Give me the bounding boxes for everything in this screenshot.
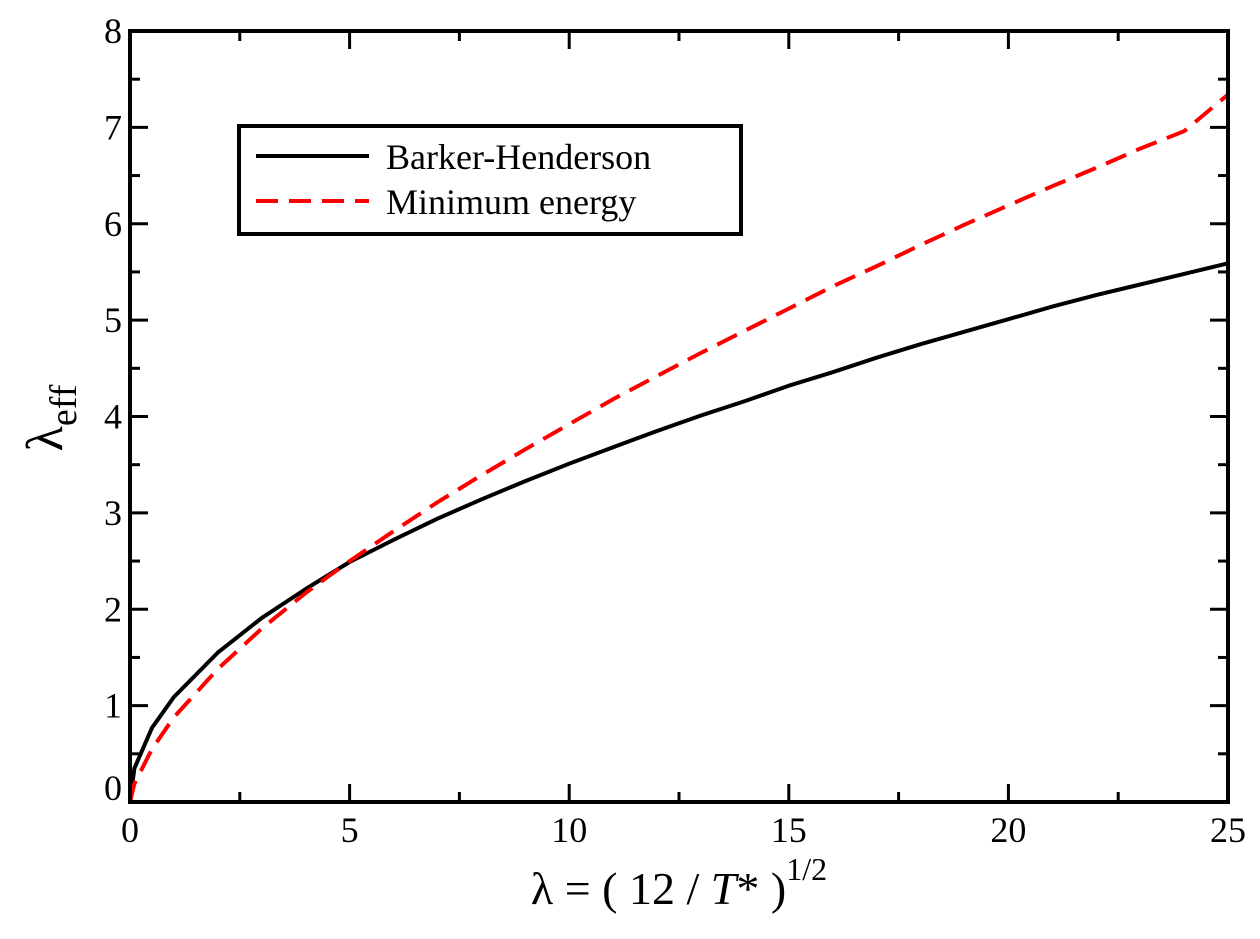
legend-box — [237, 124, 743, 236]
x-tick-label: 15 — [771, 810, 807, 850]
tick-labels: 0 5 10 15 20 25 0 1 2 3 4 5 6 7 8 — [104, 11, 1246, 850]
y-tick-label: 2 — [104, 589, 122, 629]
x-tick-label: 25 — [1210, 810, 1246, 850]
x-tick-label: 0 — [121, 810, 139, 850]
y-tick-label: 3 — [104, 493, 122, 533]
x-axis-title-superscript: 1/2 — [786, 851, 827, 887]
legend-label-barker-henderson: Barker-Henderson — [386, 137, 651, 177]
x-axis-title: λ = ( 12 / T* )1/2 — [531, 851, 827, 914]
y-axis-title-symbol: λ — [17, 426, 74, 451]
plot-lines — [128, 93, 1230, 803]
y-tick-label: 0 — [104, 768, 122, 808]
legend: Barker-Henderson Minimum energy — [237, 124, 743, 236]
x-axis-title-italic: T — [711, 863, 740, 914]
y-axis-title-subscript: eff — [43, 384, 85, 426]
x-axis-title-suffix: * ) — [736, 863, 786, 914]
x-axis-title-prefix: λ = ( 12 / — [531, 863, 711, 914]
x-tick-label: 5 — [341, 810, 359, 850]
y-tick-label: 4 — [104, 397, 122, 437]
series-line-barker-henderson — [128, 261, 1229, 803]
plot-frame — [128, 29, 1230, 804]
y-tick-label: 8 — [104, 11, 122, 51]
y-tick-label: 5 — [104, 300, 122, 340]
y-tick-label: 6 — [104, 204, 122, 244]
y-tick-label: 7 — [104, 107, 122, 147]
legend-label-minimum-energy: Minimum energy — [386, 182, 636, 222]
y-axis-title: λeff — [17, 384, 85, 451]
y-tick-label: 1 — [104, 686, 122, 726]
x-tick-label: 20 — [990, 810, 1026, 850]
series-line-minimum-energy — [128, 93, 1230, 803]
x-tick-label: 10 — [551, 810, 587, 850]
